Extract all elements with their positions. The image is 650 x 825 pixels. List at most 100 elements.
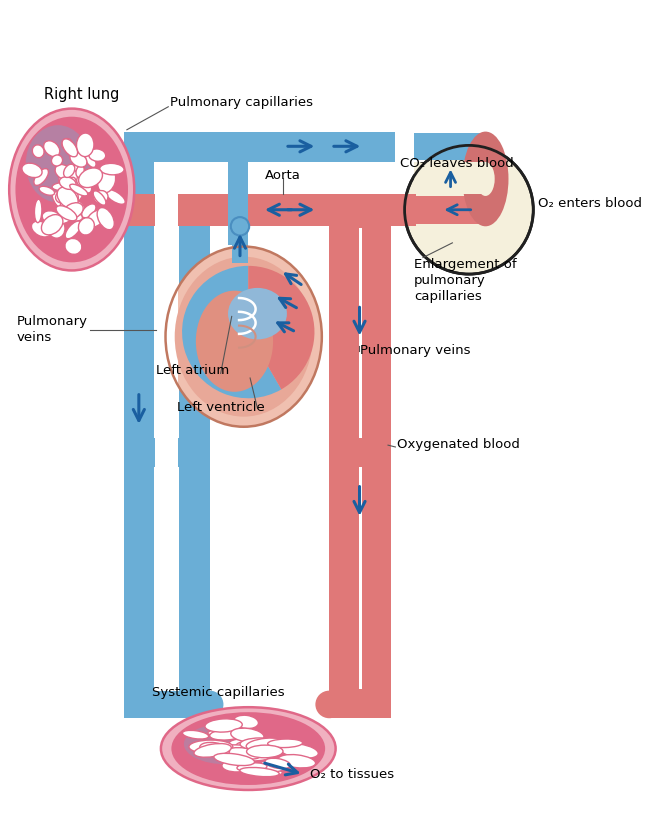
- Ellipse shape: [196, 691, 224, 719]
- Ellipse shape: [228, 288, 287, 339]
- Ellipse shape: [77, 133, 94, 157]
- Ellipse shape: [235, 741, 266, 752]
- Ellipse shape: [73, 180, 82, 191]
- Ellipse shape: [463, 132, 508, 226]
- Ellipse shape: [26, 125, 90, 202]
- Ellipse shape: [175, 257, 313, 417]
- Ellipse shape: [78, 178, 92, 193]
- Bar: [329, 438, 391, 467]
- Text: Left atrium: Left atrium: [156, 364, 229, 377]
- Text: Pulmonary capillaries: Pulmonary capillaries: [170, 96, 313, 109]
- Bar: [329, 194, 391, 691]
- Text: O₂ enters blood: O₂ enters blood: [538, 197, 642, 210]
- Ellipse shape: [62, 139, 77, 157]
- Ellipse shape: [79, 168, 103, 187]
- Ellipse shape: [34, 199, 42, 223]
- Ellipse shape: [196, 290, 273, 392]
- Ellipse shape: [53, 192, 70, 211]
- Bar: [228, 132, 248, 245]
- Ellipse shape: [22, 163, 42, 177]
- Ellipse shape: [166, 247, 322, 427]
- Ellipse shape: [280, 743, 318, 758]
- Ellipse shape: [268, 739, 303, 747]
- Ellipse shape: [240, 767, 280, 776]
- Bar: [156, 229, 177, 689]
- Ellipse shape: [226, 761, 252, 769]
- Ellipse shape: [55, 191, 67, 203]
- Ellipse shape: [222, 759, 253, 772]
- Ellipse shape: [93, 191, 106, 205]
- Ellipse shape: [60, 190, 78, 213]
- Bar: [124, 132, 395, 162]
- Ellipse shape: [44, 141, 60, 157]
- Ellipse shape: [184, 724, 266, 764]
- Text: O₂ to tissues: O₂ to tissues: [310, 768, 394, 780]
- Bar: [124, 132, 155, 691]
- Ellipse shape: [42, 211, 62, 224]
- Ellipse shape: [51, 155, 62, 166]
- Ellipse shape: [231, 728, 264, 742]
- Ellipse shape: [70, 165, 84, 176]
- Ellipse shape: [233, 715, 259, 728]
- Bar: [414, 134, 486, 160]
- Ellipse shape: [64, 177, 76, 194]
- Ellipse shape: [58, 172, 69, 191]
- Text: Aorta: Aorta: [265, 169, 301, 182]
- Bar: [391, 194, 415, 226]
- Ellipse shape: [65, 238, 82, 254]
- Ellipse shape: [200, 742, 229, 757]
- Text: CO₂ leaves blood: CO₂ leaves blood: [400, 158, 514, 170]
- Bar: [329, 691, 361, 712]
- Wedge shape: [182, 266, 281, 398]
- Ellipse shape: [63, 203, 83, 219]
- Ellipse shape: [227, 747, 261, 759]
- Bar: [329, 691, 391, 719]
- Bar: [231, 226, 248, 263]
- Ellipse shape: [61, 210, 83, 221]
- Ellipse shape: [76, 165, 85, 177]
- Bar: [414, 162, 486, 194]
- Ellipse shape: [86, 210, 105, 228]
- Text: Systemic capillaries: Systemic capillaries: [151, 686, 284, 699]
- Ellipse shape: [208, 728, 242, 736]
- Ellipse shape: [237, 763, 267, 771]
- Ellipse shape: [32, 145, 44, 158]
- Ellipse shape: [172, 712, 325, 785]
- Ellipse shape: [248, 768, 282, 776]
- Text: Pulmonary veins: Pulmonary veins: [361, 344, 471, 357]
- Text: Left ventricle: Left ventricle: [177, 401, 265, 414]
- Ellipse shape: [235, 740, 276, 755]
- Bar: [124, 194, 395, 226]
- Ellipse shape: [260, 761, 284, 771]
- Ellipse shape: [194, 743, 231, 757]
- Ellipse shape: [94, 191, 108, 204]
- Ellipse shape: [79, 218, 94, 235]
- Ellipse shape: [39, 186, 55, 196]
- Circle shape: [404, 145, 533, 274]
- Ellipse shape: [205, 719, 242, 732]
- Ellipse shape: [57, 187, 78, 209]
- Bar: [361, 691, 391, 712]
- Ellipse shape: [315, 691, 343, 719]
- Bar: [124, 691, 210, 719]
- Ellipse shape: [16, 116, 128, 262]
- Ellipse shape: [231, 751, 260, 763]
- Ellipse shape: [82, 204, 96, 218]
- Ellipse shape: [97, 208, 114, 229]
- Ellipse shape: [77, 174, 88, 186]
- Ellipse shape: [233, 753, 271, 761]
- Ellipse shape: [66, 168, 83, 182]
- Ellipse shape: [265, 758, 291, 769]
- Text: Enlargement of
pulmonary
capillaries: Enlargement of pulmonary capillaries: [414, 258, 516, 304]
- Ellipse shape: [59, 175, 71, 189]
- Text: Right lung: Right lung: [44, 87, 120, 101]
- Ellipse shape: [70, 184, 88, 196]
- Ellipse shape: [105, 190, 125, 205]
- Ellipse shape: [161, 707, 335, 790]
- Bar: [359, 229, 362, 689]
- Ellipse shape: [246, 738, 286, 751]
- Ellipse shape: [183, 730, 209, 739]
- Ellipse shape: [56, 205, 77, 221]
- Bar: [155, 163, 178, 690]
- Ellipse shape: [210, 728, 245, 740]
